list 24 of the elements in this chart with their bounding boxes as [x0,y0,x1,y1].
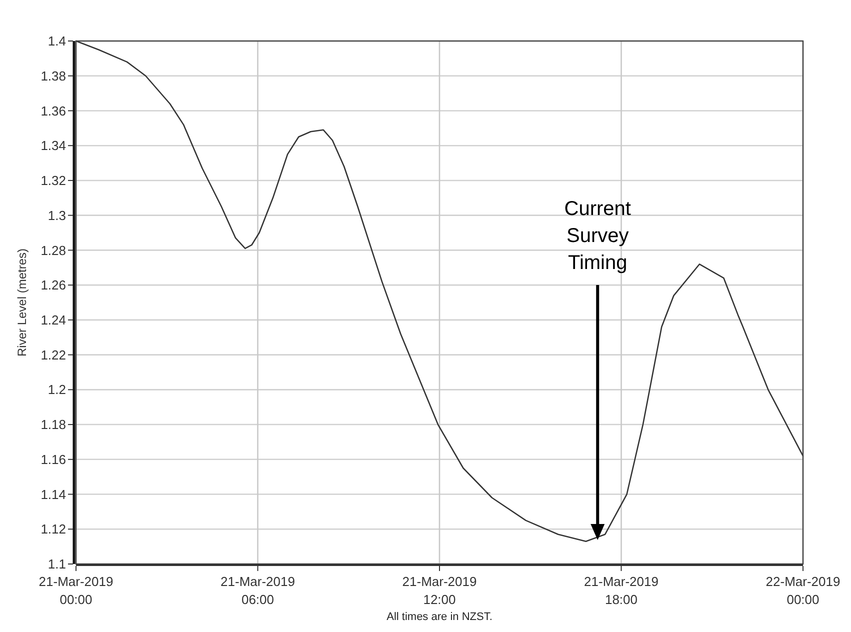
y-tick-label: 1.26 [40,278,66,293]
x-tick-label: 22-Mar-2019 00:00 [766,574,840,607]
y-tick-label: 1.16 [40,452,66,467]
y-tick-label: 1.4 [48,34,66,49]
y-tick-label: 1.36 [40,103,66,118]
y-tick-label: 1.14 [40,486,66,502]
x-tick-label: 21-Mar-2019 00:00 [38,574,114,607]
y-tick-label: 1.34 [40,138,66,154]
y-tick-label: 1.1 [48,556,66,572]
y-tick-label: 1.24 [40,312,66,328]
y-tick-label: 1.28 [40,242,66,258]
y-tick-label: 1.38 [40,68,66,84]
y-tick-label: 1.22 [40,347,66,362]
annotation: Current Survey Timing [564,198,632,274]
text: All times are in NZST. [386,611,492,623]
y-axis-title: River Level (metres) [15,248,29,357]
y-tick-label: 1.3 [48,208,66,223]
x-tick-label: 21-Mar-2019 06:00 [220,574,295,607]
y-tick-label: 1.18 [40,417,66,432]
y-tick-label: 1.32 [40,173,66,188]
y-tick-label: 1.12 [40,522,66,537]
y-tick-label: 1.2 [48,382,66,398]
x-tick-label: 21-Mar-2019 12:00 [402,574,477,607]
x-tick-label: 21-Mar-2019 18:00 [584,574,658,607]
